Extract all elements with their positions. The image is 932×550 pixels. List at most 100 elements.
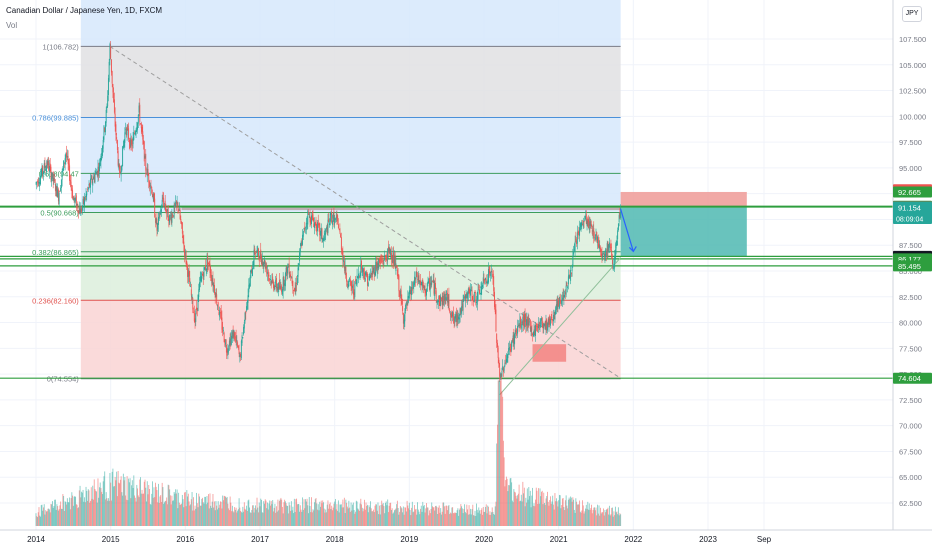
candle-body-112 (119, 165, 121, 173)
candle-body-437 (361, 269, 363, 273)
candle-body-702 (559, 294, 561, 301)
volume-bar-179 (169, 489, 171, 526)
volume-bar-197 (182, 499, 184, 526)
volume-bar-748 (594, 507, 595, 526)
candle-body-707 (563, 295, 565, 300)
candle-body-266 (234, 332, 236, 340)
volume-bar-81 (96, 491, 97, 526)
candle-body-289 (251, 271, 253, 274)
volume-bar-696 (555, 501, 557, 526)
volume-bar-378 (317, 504, 319, 526)
candle-body-160 (155, 217, 156, 223)
volume-bar-710 (565, 495, 567, 526)
volume-bar-653 (523, 493, 525, 526)
candle-body-55 (76, 204, 78, 206)
volume-bar-111 (118, 482, 120, 526)
candle-body-670 (535, 323, 537, 326)
candle-body-654 (523, 315, 525, 328)
candle-body-369 (311, 215, 312, 224)
candle-body-395 (330, 212, 332, 216)
volume-bar-581 (469, 514, 471, 526)
volume-bar-430 (356, 501, 358, 526)
volume-bar-644 (516, 498, 518, 526)
volume-bar-773 (612, 516, 614, 526)
volume-bar-613 (493, 513, 495, 526)
candle-body-115 (121, 164, 123, 171)
volume-bar-371 (312, 509, 314, 526)
volume-bar-742 (589, 510, 591, 526)
volume-bar-273 (239, 507, 241, 526)
candle-body-650 (520, 323, 522, 329)
volume-bar-614 (494, 514, 495, 526)
volume-bar-292 (253, 512, 255, 526)
volume-bar-722 (574, 512, 576, 526)
candle-body-630 (505, 358, 507, 363)
volume-bar-618 (496, 424, 498, 526)
currency-button[interactable]: JPY (902, 6, 922, 22)
candle-body-332 (283, 276, 285, 286)
candles-group (35, 41, 622, 383)
volume-bar-475 (390, 502, 392, 526)
candle-body-659 (527, 319, 529, 326)
volume-bar-440 (364, 499, 365, 526)
candle-body-92 (104, 128, 106, 130)
candle-body-80 (95, 171, 97, 175)
volume-bar-30 (57, 510, 59, 526)
candle-body-276 (241, 335, 243, 344)
candle-body-10 (43, 171, 44, 174)
candle-body-303 (261, 258, 263, 264)
candle-body-343 (291, 276, 293, 284)
volume-bar-780 (617, 507, 619, 526)
volume-bar-397 (331, 510, 333, 526)
volume-bar-686 (547, 501, 549, 526)
volume-bar-520 (423, 505, 425, 526)
candle-body-11 (43, 163, 45, 174)
volume-bar-79 (94, 489, 96, 526)
volume-bar-690 (550, 503, 552, 526)
candle-body-346 (293, 287, 295, 291)
volume-bar-381 (320, 506, 321, 526)
volume-bar-396 (331, 505, 333, 526)
candle-body-311 (267, 270, 269, 275)
candle-body-690 (550, 318, 552, 320)
candle-body-740 (588, 219, 589, 229)
volume-bar-64 (83, 501, 85, 526)
candle-body-190 (177, 202, 179, 208)
candle-body-97 (107, 78, 109, 96)
volume-bar-123 (127, 500, 129, 526)
candle-body-574 (464, 296, 466, 299)
candle-body-176 (166, 208, 168, 212)
volume-bar-295 (255, 509, 257, 526)
volume-bar-715 (569, 499, 571, 526)
candle-body-283 (246, 300, 248, 309)
candle-body-765 (606, 243, 608, 257)
candle-body-642 (514, 329, 516, 334)
volume-bar-629 (505, 480, 507, 526)
candle-body-203 (187, 265, 189, 277)
volume-bar-681 (544, 502, 545, 526)
volume-bar-90 (102, 481, 104, 526)
volume-bar-124 (128, 478, 130, 526)
candle-body-172 (163, 203, 165, 205)
candle-body-155 (151, 187, 153, 194)
volume-bar-255 (225, 497, 227, 526)
candle-body-554 (449, 309, 451, 312)
candle-body-35 (61, 171, 63, 180)
volume-bar-44 (68, 502, 70, 526)
candle-body-198 (183, 241, 185, 246)
candle-body-367 (309, 215, 311, 223)
candle-body-154 (150, 185, 152, 186)
candle-body-587 (473, 292, 475, 303)
candle-body-500 (408, 290, 410, 299)
volume-bar-121 (125, 499, 127, 526)
volume-bar-719 (572, 497, 574, 526)
volume-bar-357 (302, 497, 304, 526)
x-tick-label-10: Sep (757, 535, 772, 544)
candle-body-547 (443, 294, 445, 301)
volume-bar-472 (387, 512, 389, 526)
candle-body-134 (135, 129, 137, 135)
volume-bar-389 (326, 512, 327, 526)
candle-body-2 (37, 181, 38, 182)
candle-body-16 (47, 160, 49, 166)
